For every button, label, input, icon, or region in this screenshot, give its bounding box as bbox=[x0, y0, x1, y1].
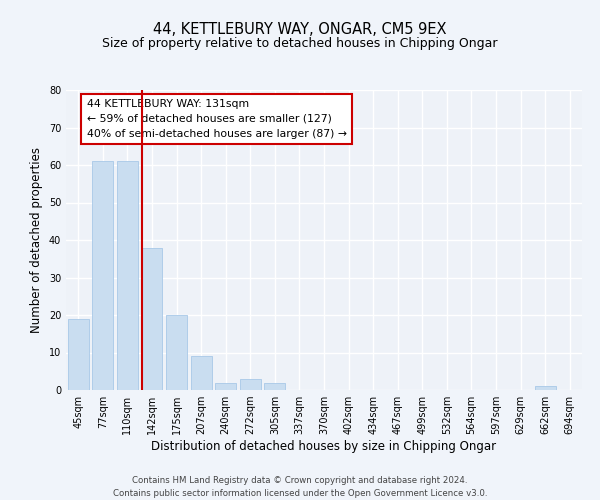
Bar bbox=[68, 319, 89, 390]
Bar bbox=[92, 161, 113, 390]
Bar bbox=[265, 382, 286, 390]
Bar bbox=[535, 386, 556, 390]
Bar bbox=[117, 161, 138, 390]
Bar bbox=[166, 315, 187, 390]
Bar bbox=[215, 382, 236, 390]
Bar bbox=[191, 356, 212, 390]
Bar bbox=[142, 248, 163, 390]
Text: Size of property relative to detached houses in Chipping Ongar: Size of property relative to detached ho… bbox=[102, 38, 498, 51]
Y-axis label: Number of detached properties: Number of detached properties bbox=[30, 147, 43, 333]
Text: 44 KETTLEBURY WAY: 131sqm
← 59% of detached houses are smaller (127)
40% of semi: 44 KETTLEBURY WAY: 131sqm ← 59% of detac… bbox=[86, 99, 347, 138]
X-axis label: Distribution of detached houses by size in Chipping Ongar: Distribution of detached houses by size … bbox=[151, 440, 497, 453]
Bar bbox=[240, 379, 261, 390]
Text: 44, KETTLEBURY WAY, ONGAR, CM5 9EX: 44, KETTLEBURY WAY, ONGAR, CM5 9EX bbox=[153, 22, 447, 38]
Text: Contains HM Land Registry data © Crown copyright and database right 2024.
Contai: Contains HM Land Registry data © Crown c… bbox=[113, 476, 487, 498]
